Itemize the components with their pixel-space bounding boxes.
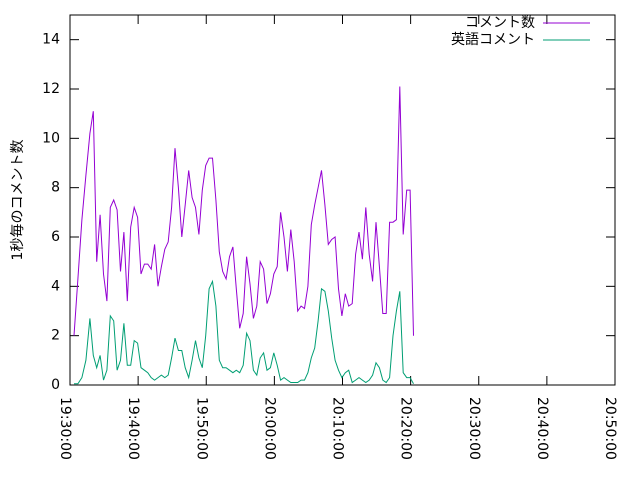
y-tick-label: 8 xyxy=(51,180,60,196)
legend-label: 英語コメント xyxy=(451,31,535,48)
x-tick-label: 19:30:00 xyxy=(57,397,73,460)
x-tick-label: 20:10:00 xyxy=(330,397,346,460)
y-tick-label: 2 xyxy=(51,328,60,344)
series-line-2 xyxy=(74,279,414,385)
x-tick-label: 20:30:00 xyxy=(466,397,482,460)
y-axis-label: 1秒毎のコメント数 xyxy=(10,140,26,261)
y-tick-label: 0 xyxy=(51,377,60,393)
x-tick-label: 20:50:00 xyxy=(602,397,618,460)
x-tick-label: 20:00:00 xyxy=(261,397,277,460)
x-tick-label: 20:40:00 xyxy=(534,397,550,460)
plot-frame xyxy=(69,14,616,386)
y-tick-label: 14 xyxy=(42,32,60,48)
axis-ticks: 0 2 4 6 8 10 12 14 19:30:00 19:40:00 19:50:00 20:00… xyxy=(42,15,618,460)
series-lines xyxy=(73,86,414,385)
y-tick-label: 6 xyxy=(51,229,60,245)
y-tick-label: 4 xyxy=(51,278,60,294)
y-tick-label: 10 xyxy=(42,130,60,146)
series-line-1 xyxy=(73,86,414,336)
y-tick-label: 12 xyxy=(42,81,60,97)
x-tick-label: 19:50:00 xyxy=(193,397,209,460)
x-tick-label: 20:20:00 xyxy=(398,397,414,460)
x-tick-label: 19:40:00 xyxy=(125,397,141,460)
legend-label: コメント数 xyxy=(465,15,535,31)
